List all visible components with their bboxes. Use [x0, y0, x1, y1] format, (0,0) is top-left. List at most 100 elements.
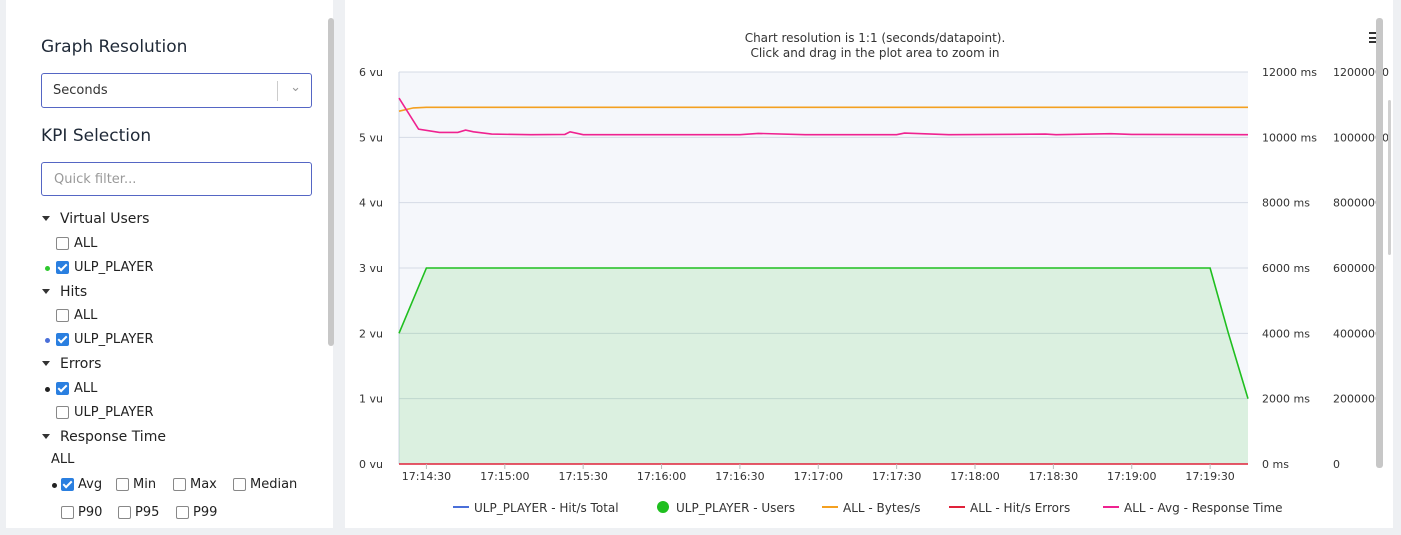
caret-down-icon[interactable] — [42, 433, 50, 439]
stat-label: P90 — [78, 505, 103, 520]
y-left-tick-label: 0 vu — [359, 458, 383, 471]
legend-marker — [657, 501, 669, 513]
quick-filter-input[interactable] — [41, 162, 312, 196]
y-left-tick-label: 4 vu — [359, 197, 383, 210]
resolution-value: Seconds — [53, 83, 108, 98]
caret-down-icon[interactable] — [42, 288, 50, 294]
y-right2-tick-label: 0 — [1333, 458, 1340, 471]
x-tick-label: 17:14:30 — [402, 470, 451, 483]
group-virtual-users[interactable]: Virtual Users — [42, 211, 149, 227]
y-right2-tick-label: 8000000 — [1333, 197, 1382, 210]
series-line — [398, 97, 1249, 136]
stat-label: Median — [250, 477, 298, 492]
checkbox[interactable] — [173, 478, 186, 491]
y-right2-tick-label: 6000000 — [1333, 262, 1382, 275]
y-left-tick-label: 3 vu — [359, 262, 383, 275]
kpi-item-label: ULP_PLAYER — [74, 405, 154, 420]
legend: ULP_PLAYER - Hit/s Total ULP_PLAYER - Use… — [453, 501, 1283, 515]
x-tick-label: 17:17:30 — [872, 470, 921, 483]
resolution-select[interactable]: Seconds ⌄ — [41, 73, 312, 108]
stat-label: Max — [190, 477, 217, 492]
group-errors[interactable]: Errors — [42, 356, 101, 372]
response-time-scope: ALL — [51, 452, 75, 467]
series-line — [398, 267, 1249, 399]
x-tick-label: 17:19:30 — [1185, 470, 1234, 483]
group-label: Response Time — [60, 429, 166, 445]
y-left-tick-label: 6 vu — [359, 66, 383, 79]
x-tick-label: 17:18:30 — [1029, 470, 1078, 483]
menu-icon[interactable] — [1369, 32, 1379, 43]
y-right-tick-label: 6000 ms — [1262, 262, 1310, 275]
kpi-item-label: ULP_PLAYER — [74, 260, 154, 275]
y-right-tick-label: 4000 ms — [1262, 327, 1310, 340]
left-panel: Graph Resolution Seconds ⌄ KPI Selection… — [6, 0, 333, 528]
kpi-selection-title: KPI Selection — [41, 126, 152, 146]
chevron-down-icon[interactable]: ⌄ — [290, 80, 301, 95]
series-layer — [398, 97, 1249, 465]
series-color-dot — [45, 266, 50, 271]
stat-label: P95 — [135, 505, 160, 520]
x-tick-label: 17:18:00 — [950, 470, 999, 483]
legend-label: ULP_PLAYER - Hit/s Total — [474, 501, 619, 515]
kpi-item-label: ALL — [74, 236, 98, 251]
chart-header-line2: Click and drag in the plot area to zoom … — [750, 46, 999, 60]
y-left-tick-label: 2 vu — [359, 327, 383, 340]
x-tick-label: 17:19:00 — [1107, 470, 1156, 483]
series-color-dot — [45, 338, 50, 343]
checkbox[interactable] — [56, 382, 69, 395]
legend-label: ALL - Hit/s Errors — [970, 501, 1070, 515]
kpi-item-label: ALL — [74, 381, 98, 396]
graph-resolution-title: Graph Resolution — [41, 37, 188, 57]
x-tick-label: 17:15:00 — [480, 470, 529, 483]
series-color-dot — [52, 483, 57, 488]
checkbox[interactable] — [56, 237, 69, 250]
series-area — [399, 268, 1248, 464]
checkbox[interactable] — [56, 406, 69, 419]
caret-down-icon[interactable] — [42, 360, 50, 366]
stat-label: Avg — [78, 477, 103, 492]
checkbox[interactable] — [233, 478, 246, 491]
y-right2-tick-label: 2000000 — [1333, 393, 1382, 406]
checkbox[interactable] — [56, 333, 69, 346]
kpi-item-label: ALL — [74, 308, 98, 323]
group-hits[interactable]: Hits — [42, 284, 87, 300]
checkbox[interactable] — [118, 506, 131, 519]
y-right-tick-label: 10000 ms — [1262, 131, 1317, 144]
right-scrollbar-thumb[interactable] — [1388, 100, 1391, 255]
checkbox[interactable] — [61, 506, 74, 519]
checkbox[interactable] — [56, 261, 69, 274]
right-scrollbar[interactable] — [1376, 18, 1383, 468]
legend-label: ALL - Avg - Response Time — [1124, 501, 1283, 515]
x-tick-label: 17:17:00 — [794, 470, 843, 483]
y-right-tick-label: 12000 ms — [1262, 66, 1317, 79]
x-tick-label: 17:16:00 — [637, 470, 686, 483]
y-right-tick-label: 2000 ms — [1262, 393, 1310, 406]
checkbox[interactable] — [61, 478, 74, 491]
x-tick-label: 17:16:30 — [715, 470, 764, 483]
y-left-tick-label: 5 vu — [359, 131, 383, 144]
left-scrollbar[interactable] — [328, 18, 334, 346]
series-color-dot — [45, 387, 50, 392]
group-label: Errors — [60, 356, 102, 372]
legend-label: ULP_PLAYER - Users — [676, 501, 795, 515]
y-left-tick-label: 1 vu — [359, 393, 383, 406]
stat-label: P99 — [193, 505, 218, 520]
checkbox[interactable] — [56, 309, 69, 322]
legend-label: ALL - Bytes/s — [843, 501, 921, 515]
x-tick-label: 17:15:30 — [558, 470, 607, 483]
group-label: Virtual Users — [60, 211, 150, 227]
checkbox[interactable] — [176, 506, 189, 519]
caret-down-icon[interactable] — [42, 215, 50, 221]
checkbox[interactable] — [116, 478, 129, 491]
group-response-time[interactable]: Response Time — [42, 429, 166, 445]
chart-panel: Chart resolution is 1:1 (seconds/datapoi… — [345, 0, 1393, 528]
y-right-tick-label: 0 ms — [1262, 458, 1289, 471]
axes: 0 vu 1 vu 2 vu 3 vu 4 vu 5 vu 6 vu 0 ms 2000 ms 4… — [359, 66, 1389, 483]
chart-svg[interactable]: Chart resolution is 1:1 (seconds/datapoi… — [345, 0, 1393, 528]
y-right2-tick-label: 10000000 — [1333, 131, 1389, 144]
y-right-tick-label: 8000 ms — [1262, 197, 1310, 210]
group-label: Hits — [60, 284, 88, 300]
y-right2-tick-label: 12000000 — [1333, 66, 1389, 79]
chart-header-line1: Chart resolution is 1:1 (seconds/datapoi… — [745, 31, 1006, 45]
kpi-item-label: ULP_PLAYER — [74, 332, 154, 347]
